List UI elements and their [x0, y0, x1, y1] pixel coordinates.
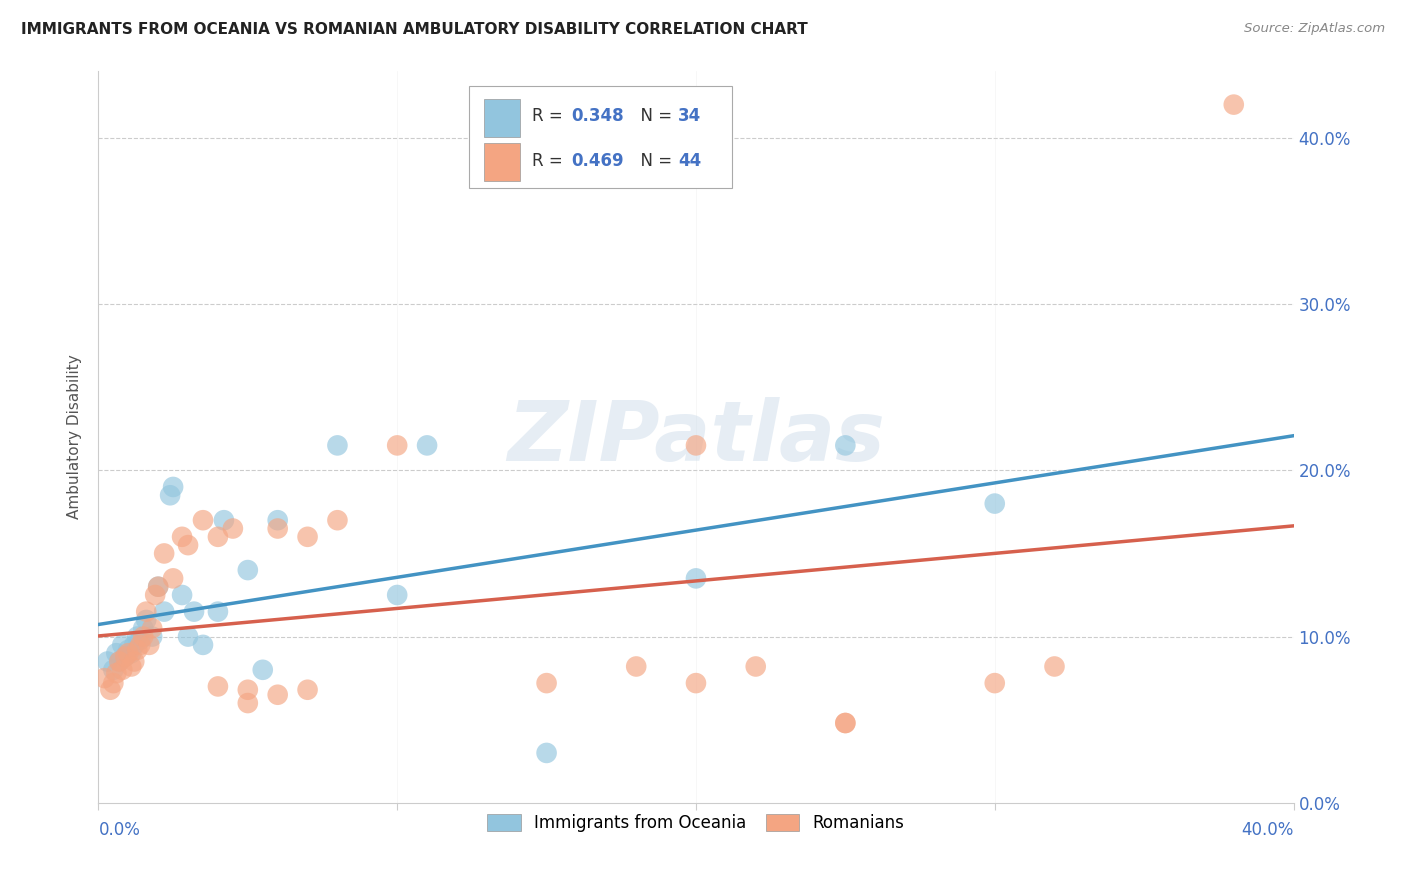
Point [177, 630, 200, 644]
Point [153, 546, 176, 560]
Point [114, 649, 136, 664]
Text: 0.0%: 0.0% [98, 821, 141, 839]
Text: IMMIGRANTS FROM OCEANIA VS ROMANIAN AMBULATORY DISABILITY CORRELATION CHART: IMMIGRANTS FROM OCEANIA VS ROMANIAN AMBU… [21, 22, 808, 37]
Point [93, 671, 115, 685]
Point [212, 513, 235, 527]
Point [222, 521, 245, 535]
Point [127, 630, 149, 644]
Point [129, 638, 152, 652]
Point [236, 563, 259, 577]
Point [162, 571, 184, 585]
Point [745, 659, 768, 673]
Point [96, 655, 118, 669]
Point [120, 646, 142, 660]
FancyBboxPatch shape [485, 144, 520, 181]
Point [159, 488, 181, 502]
Point [834, 716, 856, 731]
Text: 44: 44 [678, 152, 702, 170]
Point [685, 571, 707, 585]
Point [252, 663, 274, 677]
Point [236, 696, 259, 710]
Point [834, 716, 856, 731]
Text: ZIPatlas: ZIPatlas [508, 397, 884, 477]
Point [207, 530, 229, 544]
Point [297, 682, 319, 697]
Point [326, 513, 349, 527]
Point [191, 638, 214, 652]
Text: 0.348: 0.348 [572, 107, 624, 125]
Text: 34: 34 [678, 107, 702, 125]
Point [183, 605, 205, 619]
Point [114, 649, 136, 664]
Point [103, 663, 125, 677]
Text: 40.0%: 40.0% [1241, 821, 1294, 839]
Point [984, 676, 1007, 690]
Point [172, 530, 194, 544]
Point [297, 530, 319, 544]
Point [1223, 97, 1246, 112]
Point [103, 676, 125, 690]
Point [207, 605, 229, 619]
Point [105, 646, 128, 660]
Point [267, 688, 290, 702]
FancyBboxPatch shape [485, 99, 520, 136]
Point [385, 438, 409, 452]
Point [385, 588, 409, 602]
Text: R =: R = [533, 107, 568, 125]
Point [132, 621, 155, 635]
Point [111, 663, 134, 677]
Point [536, 676, 558, 690]
Legend: Immigrants from Oceania, Romanians: Immigrants from Oceania, Romanians [481, 807, 911, 838]
Point [626, 659, 648, 673]
Point [141, 621, 163, 635]
Point [132, 630, 155, 644]
Point [148, 580, 170, 594]
Point [267, 513, 290, 527]
Y-axis label: Ambulatory Disability: Ambulatory Disability [67, 355, 83, 519]
Text: Source: ZipAtlas.com: Source: ZipAtlas.com [1244, 22, 1385, 36]
Point [153, 605, 176, 619]
Point [117, 643, 139, 657]
Point [536, 746, 558, 760]
Point [127, 643, 149, 657]
Point [105, 666, 128, 681]
Point [124, 655, 146, 669]
Point [416, 438, 439, 452]
Text: 0.469: 0.469 [572, 152, 624, 170]
Point [207, 680, 229, 694]
Point [117, 646, 139, 660]
Point [108, 655, 131, 669]
Point [162, 480, 184, 494]
Text: N =: N = [630, 152, 678, 170]
Point [111, 638, 134, 652]
Point [236, 682, 259, 697]
Text: N =: N = [630, 107, 678, 125]
Point [191, 513, 214, 527]
Point [120, 659, 142, 673]
Point [135, 613, 157, 627]
Point [138, 638, 160, 652]
Point [172, 588, 194, 602]
Text: R =: R = [533, 152, 568, 170]
Point [177, 538, 200, 552]
Point [141, 630, 163, 644]
Point [834, 438, 856, 452]
Point [685, 438, 707, 452]
Point [135, 605, 157, 619]
Point [1043, 659, 1066, 673]
Point [143, 588, 166, 602]
Point [326, 438, 349, 452]
Point [98, 682, 122, 697]
Point [148, 580, 170, 594]
Point [984, 497, 1007, 511]
FancyBboxPatch shape [470, 86, 733, 188]
Point [129, 632, 152, 647]
Point [685, 676, 707, 690]
Point [124, 638, 146, 652]
Point [267, 521, 290, 535]
Point [108, 655, 131, 669]
